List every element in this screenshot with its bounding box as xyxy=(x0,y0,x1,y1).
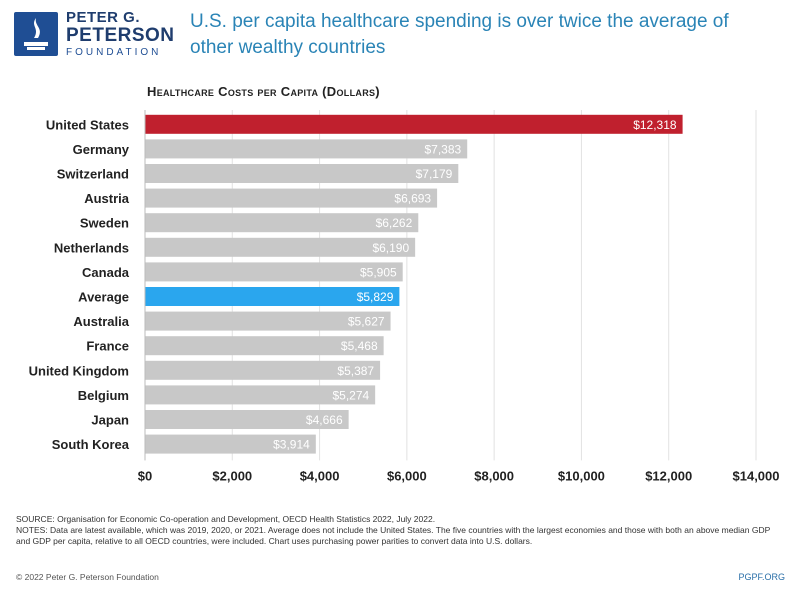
x-tick-label: $6,000 xyxy=(387,468,427,483)
bar xyxy=(145,287,400,306)
x-tick-label: $4,000 xyxy=(300,468,340,483)
bar xyxy=(145,213,419,233)
bar xyxy=(145,385,376,405)
category-label: Austria xyxy=(84,191,130,206)
foundation-logo-icon xyxy=(14,12,58,56)
bar-value-label: $12,318 xyxy=(633,118,677,132)
footer-notes: SOURCE: Organisation for Economic Co-ope… xyxy=(16,514,786,547)
website-link[interactable]: PGPF.ORG xyxy=(738,572,785,582)
bar-value-label: $5,468 xyxy=(341,339,378,353)
bar xyxy=(145,188,438,208)
header: PETER G. PETERSON FOUNDATION U.S. per ca… xyxy=(0,0,799,78)
bar xyxy=(145,114,683,134)
category-label: United States xyxy=(46,117,129,132)
page-title: U.S. per capita healthcare spending is o… xyxy=(190,11,729,58)
bar-value-label: $7,383 xyxy=(425,142,462,156)
category-label: France xyxy=(86,339,129,354)
category-label: Japan xyxy=(91,413,129,428)
copyright: © 2022 Peter G. Peterson Foundation xyxy=(16,572,159,582)
category-label: Switzerland xyxy=(57,167,129,182)
category-label: South Korea xyxy=(52,437,130,452)
logo-line-2: PETERSON xyxy=(66,25,175,46)
category-label: Belgium xyxy=(78,388,129,403)
bar xyxy=(145,410,349,429)
x-tick-label: $12,000 xyxy=(645,468,692,483)
bar-value-label: $5,627 xyxy=(348,315,385,329)
category-label: Average xyxy=(78,290,129,305)
bar xyxy=(145,434,316,454)
category-label: Sweden xyxy=(80,216,129,231)
bar xyxy=(145,262,403,282)
bar-value-label: $6,693 xyxy=(394,192,431,206)
x-tick-label: $0 xyxy=(138,468,152,483)
logo-line-1: PETER G. xyxy=(66,9,141,26)
bar xyxy=(145,311,391,331)
x-tick-label: $10,000 xyxy=(558,468,605,483)
bar-value-label: $3,914 xyxy=(273,438,310,452)
chart-title: Healthcare Costs per Capita (Dollars) xyxy=(147,84,380,99)
bar-value-label: $6,262 xyxy=(376,216,413,230)
source-note: SOURCE: Organisation for Economic Co-ope… xyxy=(16,514,436,524)
bar xyxy=(145,360,381,380)
bar-value-label: $5,905 xyxy=(360,265,397,279)
category-label: Canada xyxy=(82,265,130,280)
category-label: Germany xyxy=(73,142,130,157)
bar-value-label: $5,387 xyxy=(337,364,374,378)
bar-value-label: $5,274 xyxy=(332,388,369,402)
foundation-logo-text: PETER G. PETERSON FOUNDATION xyxy=(66,10,175,58)
category-label: United Kingdom xyxy=(29,363,129,378)
bar xyxy=(145,164,459,183)
bar-value-label: $5,829 xyxy=(357,290,394,304)
category-label: Australia xyxy=(73,314,129,329)
notes-text: NOTES: Data are latest available, which … xyxy=(16,525,771,546)
bar xyxy=(145,336,384,356)
logo-line-3: FOUNDATION xyxy=(66,47,162,58)
bar xyxy=(145,139,468,159)
bar-value-label: $7,179 xyxy=(416,167,453,181)
bar-value-label: $6,190 xyxy=(372,241,409,255)
bar-value-label: $4,666 xyxy=(306,413,343,427)
bar-chart: $0 $2,000 $4,000 $6,000 $8,000 $10,000 $12,000… xyxy=(29,110,780,483)
x-tick-label: $8,000 xyxy=(474,468,514,483)
bar xyxy=(145,237,416,257)
category-label: Netherlands xyxy=(54,240,129,255)
x-tick-label: $14,000 xyxy=(733,468,780,483)
x-tick-label: $2,000 xyxy=(212,468,252,483)
